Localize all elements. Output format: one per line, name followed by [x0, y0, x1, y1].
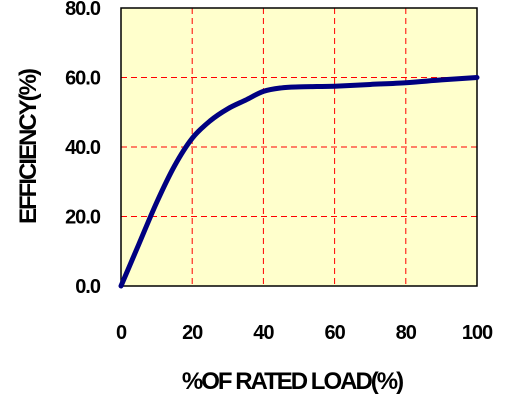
x-tick-label: 40 — [253, 322, 274, 344]
y-tick-label: 80.0 — [65, 0, 101, 20]
y-tick-label: 0.0 — [75, 276, 101, 298]
x-tick-label: 60 — [324, 322, 345, 344]
y-axis-title: EFFICIENCY(%) — [15, 69, 42, 224]
x-tick-label: 80 — [396, 322, 417, 344]
y-tick-label: 20.0 — [65, 207, 101, 229]
grid-lines — [121, 8, 477, 286]
x-tick-label: 100 — [462, 322, 493, 344]
y-tick-label: 60.0 — [65, 68, 101, 90]
x-tick-label: 0 — [116, 322, 127, 344]
y-tick-labels: 0.0 20.0 40.0 60.0 80.0 — [65, 0, 102, 298]
x-tick-label: 20 — [182, 322, 203, 344]
efficiency-series-line — [118, 75, 480, 289]
plot-frame — [120, 7, 478, 287]
y-tick-label: 40.0 — [65, 137, 101, 159]
x-axis-title: %OF RATED LOAD(%) — [182, 368, 403, 395]
series-layer — [118, 75, 480, 289]
x-tick-labels: 0 20 40 60 80 100 — [116, 322, 494, 344]
plot-area-background — [121, 8, 477, 286]
